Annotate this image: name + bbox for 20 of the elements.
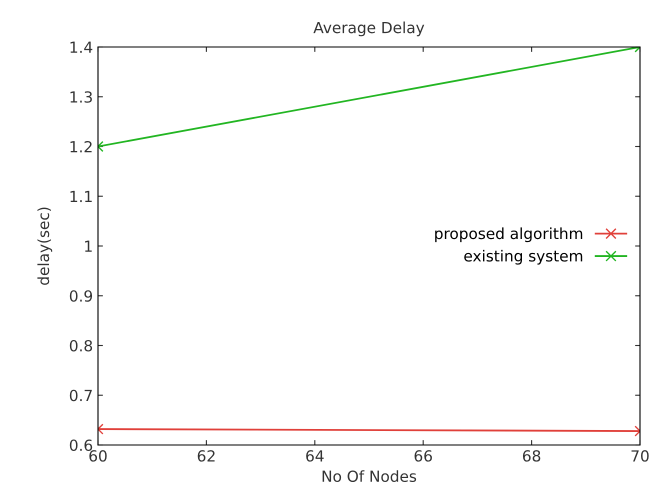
y-tick-label: 1.2 (70, 140, 92, 152)
x-tick-label: 68 (522, 450, 540, 462)
x-tick-label: 70 (632, 450, 649, 462)
x-tick-label: 66 (414, 450, 432, 462)
chart-title: Average Delay (313, 22, 424, 36)
x-axis-title: No Of Nodes (322, 470, 416, 482)
x-tick-label: 62 (198, 450, 215, 462)
y-tick-label: 0.9 (70, 290, 92, 302)
y-tick-label: 0.8 (70, 340, 92, 352)
y-tick-label: 1.4 (70, 42, 92, 53)
y-tick-label: 1.1 (70, 190, 92, 202)
y-axis-title: delay(sec) (37, 208, 52, 285)
y-tick-label: 1.3 (70, 91, 92, 103)
x-tick-label: 64 (306, 450, 324, 462)
x-tick-label: 60 (89, 450, 107, 462)
legend-label: proposed algorithm (435, 227, 582, 242)
y-tick-label: 1 (85, 240, 92, 252)
y-tick-label: 0.6 (70, 439, 92, 452)
legend-label: existing system (464, 250, 582, 265)
y-tick-label: 0.7 (70, 390, 92, 402)
